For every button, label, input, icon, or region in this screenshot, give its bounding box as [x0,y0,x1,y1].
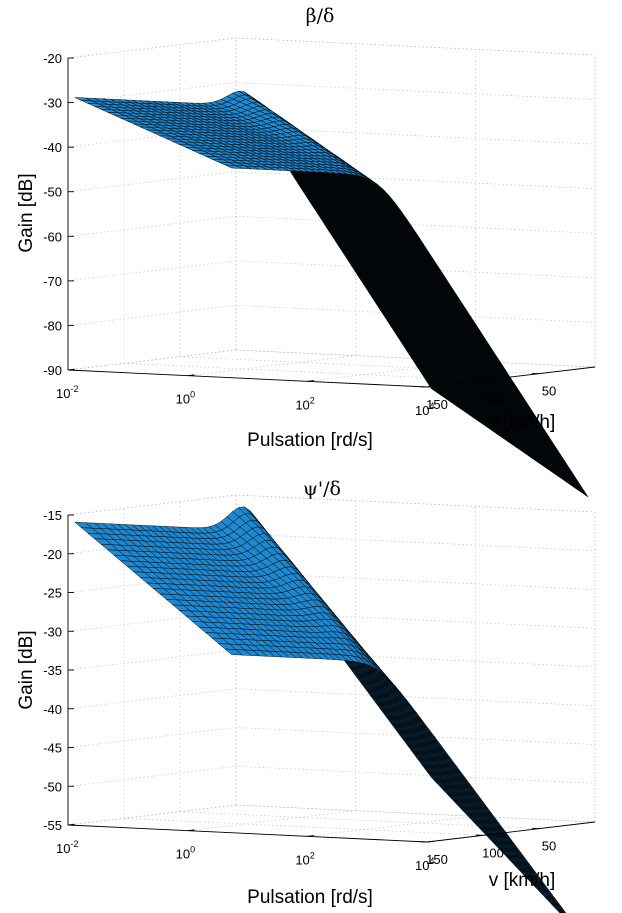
x-tick-label: 102 [295,850,314,867]
surface-patch [558,908,563,913]
z-tick-label: -70 [43,274,62,289]
v-tick-label: 50 [542,384,556,399]
z-tick-label: -40 [43,702,62,717]
x-tick-label: 100 [176,390,195,407]
x-axis-line [67,824,428,843]
v-axis-line [426,821,596,843]
surface-patch [556,908,562,913]
chart-psi-prime-over-delta: -15 -20 -25 -30 -35 -40 -45 -50 -55 10-2 100 102 104… [16,478,596,913]
surface-patch [561,908,566,913]
z-tick-label: -35 [43,663,62,678]
z-tick-label: -50 [43,779,62,794]
surface-patch [550,901,561,913]
x-tick-mark [426,385,434,388]
x-tick-mark [187,829,195,832]
x-axis-label: Pulsation [rd/s] [247,887,373,908]
surface-patch [576,484,589,498]
surface-patch [559,908,565,913]
x-tick-label: 104 [415,856,434,873]
v-axis-label: v [km/h] [489,870,556,891]
v-tick-label: 150 [426,852,448,867]
x-tick-mark [67,823,75,826]
x-axis-line [67,369,428,388]
z-axis-label: Gain [dB] [16,173,37,252]
surface-patch [554,901,565,913]
z-tick-label: -80 [43,318,62,333]
surface-patch [553,901,564,913]
z-tick-label: -55 [43,818,62,833]
x-tick-mark [187,374,195,377]
z-tick-label: -50 [43,185,62,200]
v-tick-label: 100 [482,390,504,405]
surface-mesh [74,506,567,913]
x-tick-mark [67,368,75,371]
v-axis-line [426,366,596,388]
x-axis-label: Pulsation [rd/s] [247,430,373,451]
v-tick-label: 100 [482,845,504,860]
z-tick-label: -30 [43,624,62,639]
v-axis-label: v [km/h] [489,412,556,433]
surface-mesh [74,90,589,498]
z-tick-label: -40 [43,140,62,155]
z-tick-label: -60 [43,229,62,244]
x-tick-label: 100 [176,845,195,862]
surface-patch [551,901,562,913]
x-tick-label: 10-2 [56,384,78,401]
x-tick-label: 102 [295,395,314,412]
x-tick-mark [307,835,315,837]
z-axis-label: Gain [dB] [16,630,37,709]
z-tick-label: -20 [43,547,62,562]
chart-beta-over-delta: -20 -30 -40 -50 -60 -70 -80 -90 10-2 100 102 104 50 1… [16,5,596,498]
chart-title: β/δ [306,5,335,27]
z-tick-label: -90 [43,363,62,378]
z-tick-label: -15 [43,508,62,523]
z-tick-label: -45 [43,741,62,756]
x-tick-mark [426,840,434,843]
x-tick-mark [307,380,315,382]
x-tick-label: 10-2 [56,839,78,856]
v-tick-label: 50 [542,839,556,854]
v-tick-label: 150 [426,397,448,412]
chart-title: ψ'/δ [303,478,341,500]
surface-patch [556,901,567,913]
z-tick-label: -30 [43,96,62,111]
z-tick-label: -25 [43,586,62,601]
z-tick-label: -20 [43,51,62,66]
x-tick-label: 104 [415,401,434,418]
